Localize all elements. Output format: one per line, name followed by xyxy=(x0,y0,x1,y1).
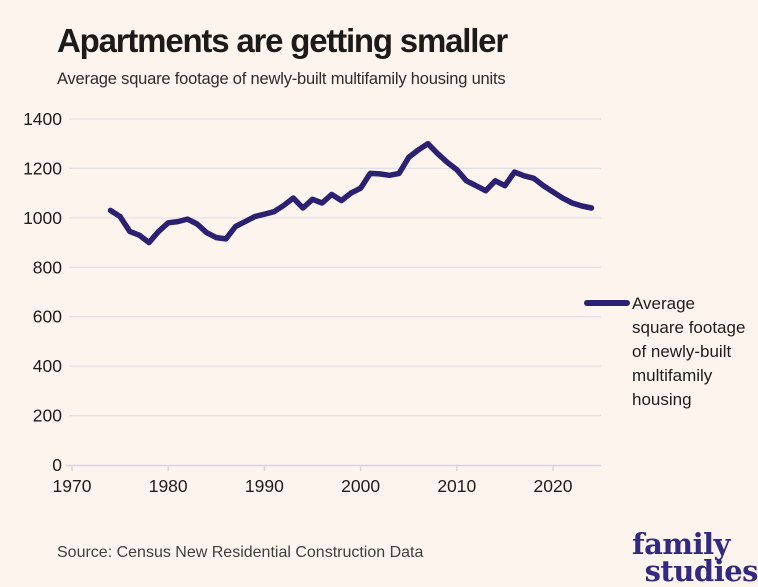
y-tick-label: 0 xyxy=(52,455,62,475)
y-tick-label: 400 xyxy=(33,356,62,376)
y-tick-label: 1400 xyxy=(23,109,62,129)
y-tick-label: 1200 xyxy=(23,158,62,178)
y-tick-label: 800 xyxy=(33,257,62,277)
brand-logo-word-studies: studies xyxy=(644,554,758,587)
y-tick-label: 1000 xyxy=(23,208,62,228)
x-tick-label: 2000 xyxy=(341,476,380,496)
chart-subtitle: Average square footage of newly-built mu… xyxy=(57,70,506,88)
x-tick-label: 2020 xyxy=(534,476,573,496)
source-note: Source: Census New Residential Construct… xyxy=(57,544,424,561)
x-tick-label: 1990 xyxy=(245,476,284,496)
brand-logo: family studies xyxy=(632,527,758,587)
legend-line-swatch xyxy=(584,300,630,306)
chart-title: Apartments are getting smaller xyxy=(57,22,508,59)
x-tick-label: 1970 xyxy=(53,476,92,496)
x-tick-label: 2010 xyxy=(437,476,476,496)
legend-label: Average square footage of newly-built mu… xyxy=(632,294,746,409)
y-tick-label: 600 xyxy=(33,307,62,327)
x-tick-label: 1980 xyxy=(149,476,188,496)
brand-logo-word-family: family xyxy=(632,527,730,561)
y-tick-label: 200 xyxy=(33,406,62,426)
data-line-average-sqft xyxy=(107,140,595,246)
